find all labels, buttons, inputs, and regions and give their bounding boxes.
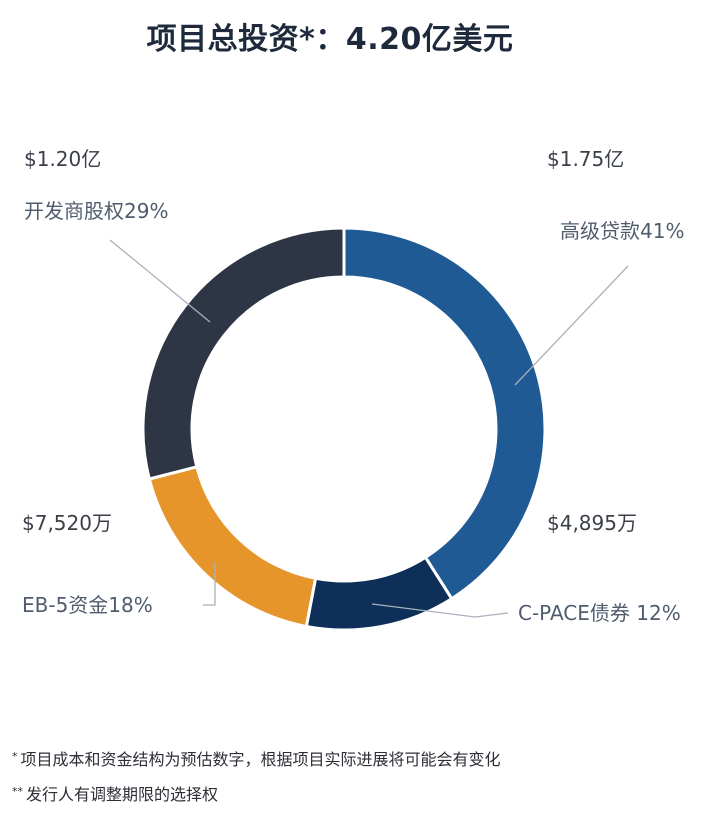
donut-slice-equity	[141, 226, 346, 481]
donut-slice-senior	[342, 226, 547, 601]
footnote-1-mark: *	[12, 750, 18, 763]
leader-line-equity	[109, 239, 211, 323]
donut-slice-cpace	[304, 555, 454, 632]
slice-label-eb5: EB-5资金18%	[22, 593, 153, 617]
chart-title: 项目总投资*：4.20亿美元	[146, 22, 514, 57]
leader-line-senior	[514, 265, 629, 386]
slice-amount-senior: $1.75亿	[547, 147, 624, 171]
footnote-2-text: 发行人有调整期限的选择权	[26, 785, 219, 804]
footnote-1: * 项目成本和资金结构为预估数字，根据项目实际进展将可能会有变化	[12, 746, 501, 770]
donut-slice-eb5	[147, 464, 318, 629]
leader-line-cpace	[371, 603, 509, 618]
slice-amount-cpace: $4,895万	[547, 511, 637, 535]
slice-amount-eb5: $7,520万	[22, 511, 112, 535]
footnote-2: ** 发行人有调整期限的选择权	[12, 781, 218, 805]
slice-amount-equity: $1.20亿	[24, 147, 101, 171]
footnote-1-text: 项目成本和资金结构为预估数字，根据项目实际进展将可能会有变化	[20, 750, 501, 769]
footnote-2-mark: **	[12, 785, 23, 798]
slice-label-senior: 高级贷款41%	[560, 219, 684, 243]
donut-slices	[141, 226, 547, 632]
slice-label-equity: 开发商股权29%	[24, 199, 168, 223]
leader-lines	[109, 239, 629, 618]
slice-label-cpace: C-PACE债券 12%	[518, 601, 681, 625]
leader-line-eb5	[203, 562, 216, 606]
